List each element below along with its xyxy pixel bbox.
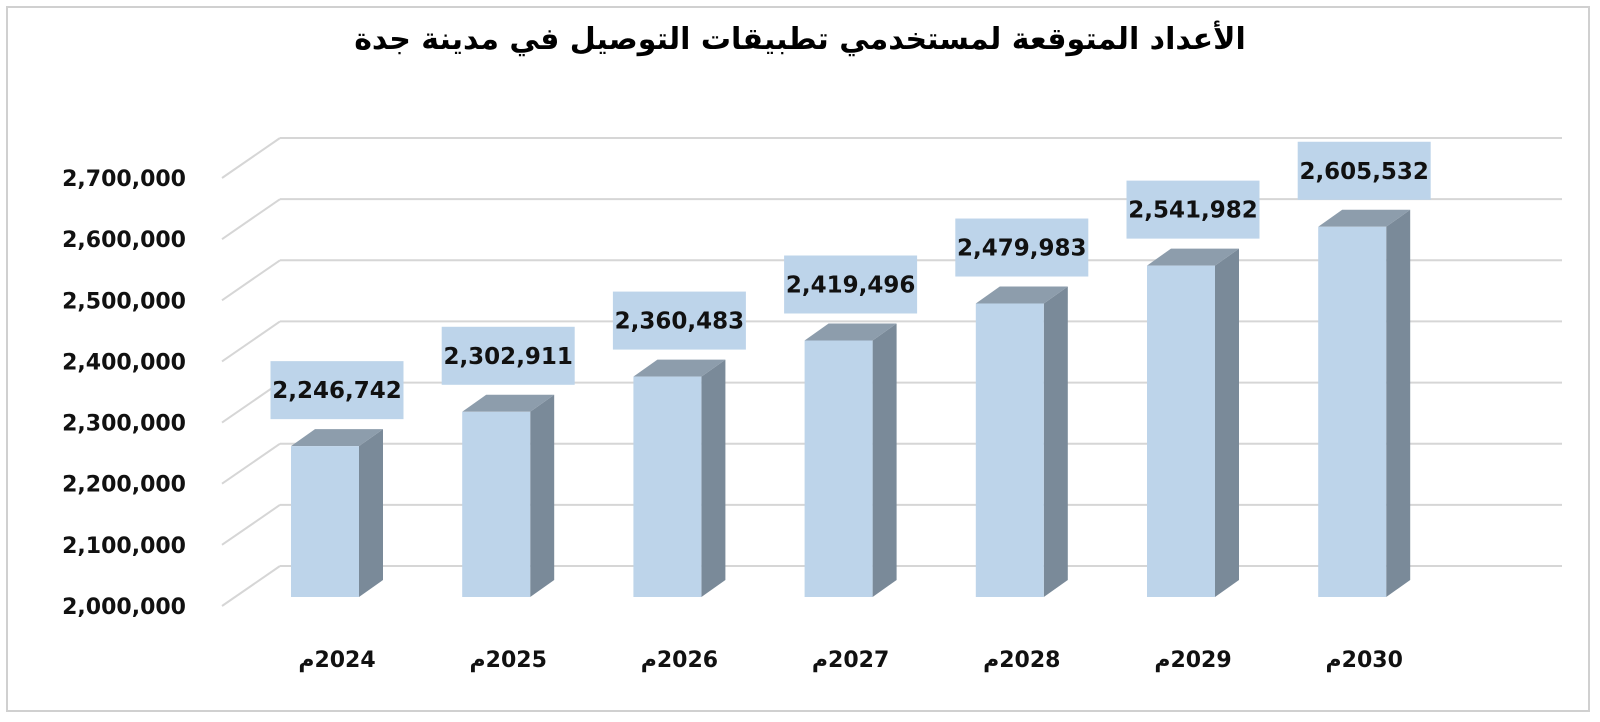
bar-top [804, 323, 897, 341]
data-label-box [270, 361, 404, 420]
y-tick-label: 2,600,000 [62, 228, 186, 253]
data-label: 2,605,532 [1299, 159, 1429, 185]
bar-top [633, 359, 726, 377]
chart-title: الأعداد المتوقعة لمستخدمي تطبيقات التوصي… [354, 22, 1246, 57]
bar-top [1147, 248, 1239, 266]
data-label: 2,541,982 [1128, 198, 1258, 224]
bar-side [872, 323, 897, 597]
bar-top [462, 394, 555, 412]
bar-top [291, 429, 383, 447]
gridline-depth [221, 198, 281, 240]
x-tick-label: 2029م [1154, 648, 1231, 673]
y-tick-label: 2,200,000 [62, 473, 186, 498]
data-label: 2,246,742 [272, 378, 402, 404]
y-tick-label: 2,000,000 [62, 595, 186, 620]
data-label: 2,479,983 [957, 236, 1087, 262]
x-tick-label: 2028م [983, 648, 1060, 673]
gridline-depth [221, 320, 281, 363]
gridline-depth [221, 137, 281, 179]
bar-side [701, 359, 726, 597]
data-label-box [955, 218, 1089, 277]
data-label: 2,419,496 [786, 273, 916, 299]
x-tick-label: 2025م [470, 648, 547, 673]
data-label-box [1297, 141, 1431, 200]
x-tick-label: 2026م [641, 648, 718, 673]
gridline-depth [221, 381, 281, 424]
x-tick-label: 2027م [812, 648, 889, 673]
bar-side [530, 394, 555, 597]
data-label-box [441, 326, 575, 385]
bar-side [1386, 209, 1411, 597]
y-tick-label: 2,100,000 [62, 534, 186, 559]
data-label-box [784, 255, 918, 314]
bar-side [359, 429, 383, 597]
bar-top [1318, 209, 1411, 227]
y-tick-label: 2,500,000 [62, 289, 186, 314]
y-tick-label: 2,700,000 [62, 167, 186, 192]
bar [804, 340, 873, 597]
bar [462, 411, 531, 597]
data-label: 2,360,483 [615, 309, 745, 335]
y-tick-label: 2,300,000 [62, 412, 186, 437]
bar [1147, 265, 1215, 597]
bar-top [975, 286, 1068, 304]
y-tick-label: 2,400,000 [62, 350, 186, 375]
bar [291, 446, 359, 597]
x-tick-label: 2024م [298, 648, 375, 673]
x-tick-label: 2030م [1326, 648, 1403, 673]
bar-side [1043, 286, 1068, 597]
chart-frame [6, 6, 1590, 712]
data-label-box [612, 291, 746, 350]
bar-side [1215, 248, 1239, 598]
bar [633, 376, 702, 597]
gridline-depth [221, 442, 281, 485]
bar [1318, 226, 1387, 597]
gridline-depth [221, 565, 281, 607]
gridline-depth [221, 504, 281, 546]
bar [975, 303, 1044, 597]
data-label-box [1126, 180, 1260, 239]
data-label: 2,302,911 [443, 344, 573, 370]
gridline-depth [221, 259, 281, 302]
